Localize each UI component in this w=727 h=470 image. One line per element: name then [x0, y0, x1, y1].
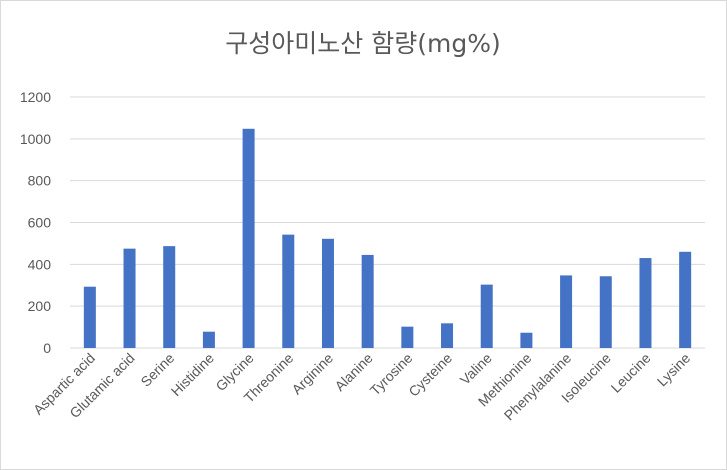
x-category-label: Histidine [168, 350, 217, 399]
x-category-label: Cysteine [405, 350, 455, 400]
x-category-label: Leucine [608, 350, 654, 396]
bar-histidine [202, 331, 215, 348]
gridlines [70, 96, 705, 349]
bar-lysine [679, 251, 692, 348]
y-tick-label: 1000 [20, 131, 51, 147]
bar-aspartic-acid [83, 286, 96, 348]
bar-leucine [639, 258, 652, 348]
y-tick-label: 400 [28, 256, 52, 272]
bar-cysteine [441, 323, 454, 348]
bar-alanine [361, 254, 374, 348]
bar-serine [163, 246, 176, 348]
y-tick-label: 1200 [20, 89, 51, 105]
y-tick-label: 0 [43, 340, 51, 356]
bar-glycine [242, 128, 255, 348]
bar-tyrosine [401, 326, 414, 348]
bar-arginine [321, 238, 334, 348]
y-tick-label: 600 [28, 215, 52, 231]
x-category-label: Valine [457, 350, 495, 388]
bar-methionine [520, 332, 533, 348]
x-category-label: Lysine [654, 350, 694, 390]
y-tick-label: 200 [28, 298, 52, 314]
y-axis-ticks: 0 200 400 600 800 1000 1200 [20, 89, 51, 356]
bar-valine [480, 284, 493, 348]
bars [83, 128, 692, 348]
bar-phenylalanine [560, 275, 573, 348]
chart-title: 구성아미노산 함량(mg%) [225, 29, 500, 58]
x-category-label: Arginine [288, 350, 336, 398]
bar-isoleucine [599, 276, 612, 348]
y-tick-label: 800 [28, 173, 52, 189]
bar-glutamic-acid [123, 248, 136, 348]
bar-threonine [282, 234, 295, 348]
